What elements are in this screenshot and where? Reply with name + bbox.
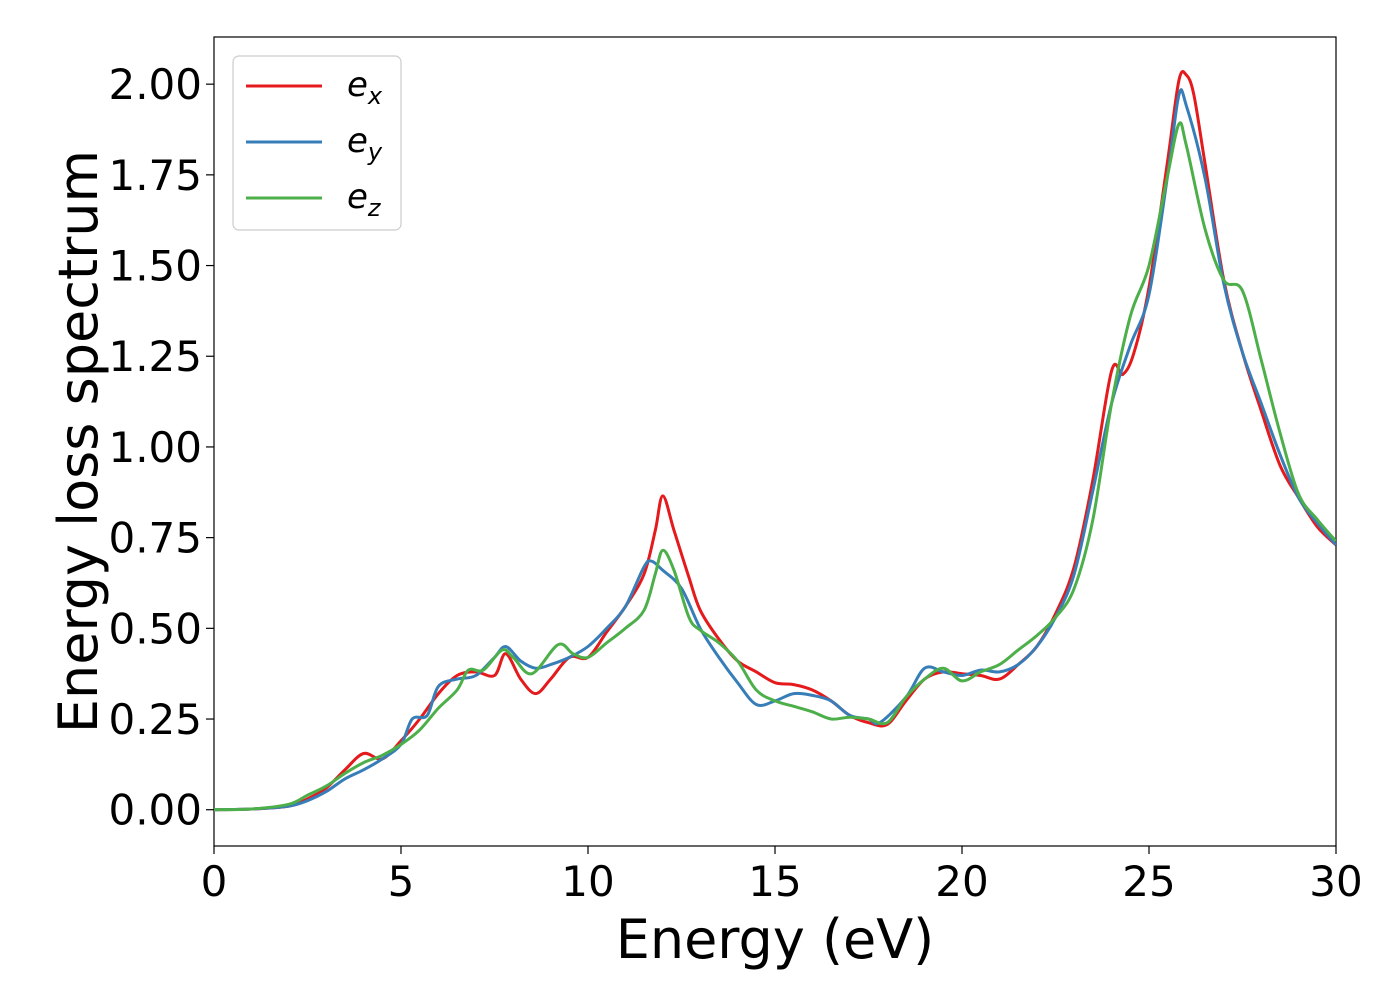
series-line-ez — [214, 121, 1336, 812]
y-tick-label: 1.00 — [108, 423, 202, 472]
x-tick-label: 20 — [935, 857, 988, 906]
x-tick-label: 10 — [561, 857, 614, 906]
legend-label-ex: ex — [347, 65, 383, 110]
x-tick-label: 30 — [1309, 857, 1362, 906]
y-tick-label: 0.75 — [108, 514, 202, 563]
y-tick-label: 0.25 — [108, 695, 202, 744]
x-tick-label: 5 — [388, 857, 415, 906]
x-axis: 0 5 10 15 20 25 30 — [201, 846, 1363, 906]
x-tick-label: 0 — [201, 857, 228, 906]
x-tick-label: 15 — [748, 857, 801, 906]
series-line-ex — [214, 70, 1336, 812]
legend: ex ey ez — [232, 55, 402, 231]
y-tick-label: 2.00 — [108, 60, 202, 109]
y-tick-label: 0.50 — [108, 604, 202, 653]
x-axis-label: Energy (eV) — [616, 908, 935, 971]
y-axis: 0.00 0.25 0.50 0.75 1.00 1.25 1.50 1.75 2.00 — [108, 60, 214, 835]
legend-label-ez: ez — [347, 177, 382, 222]
legend-label-ey: ey — [347, 121, 383, 166]
y-tick-label: 1.25 — [108, 332, 202, 381]
x-tick-label: 25 — [1122, 857, 1175, 906]
y-tick-label: 1.50 — [108, 242, 202, 291]
series-layer — [214, 70, 1336, 812]
y-tick-label: 0.00 — [108, 786, 202, 835]
y-tick-label: 1.75 — [108, 151, 202, 200]
y-axis-label: Energy loss spectrum — [47, 150, 110, 733]
